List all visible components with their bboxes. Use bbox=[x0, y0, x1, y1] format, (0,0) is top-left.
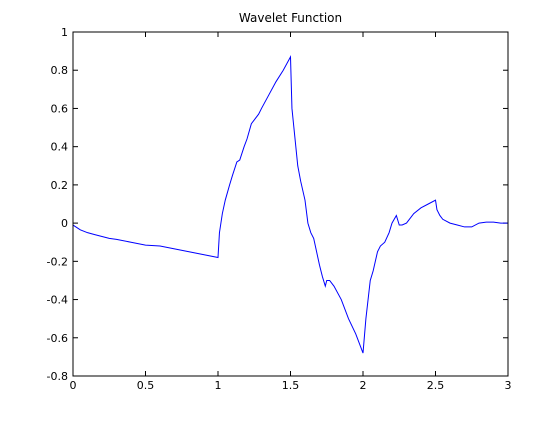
x-tick-label: 2 bbox=[360, 379, 367, 392]
y-tick-label: 0 bbox=[61, 217, 68, 230]
y-tick-label: 0.4 bbox=[51, 141, 69, 154]
x-tick-label: 1.5 bbox=[282, 379, 300, 392]
plot-area-frame bbox=[72, 31, 509, 377]
y-tick-label: 0.6 bbox=[51, 102, 69, 115]
x-tick-label: 2.5 bbox=[427, 379, 445, 392]
x-tick-label: 3 bbox=[505, 379, 512, 392]
y-tick-label: 0.2 bbox=[51, 179, 69, 192]
x-tick-label: 1 bbox=[215, 379, 222, 392]
y-tick-label: -0.4 bbox=[47, 294, 68, 307]
plot-area-background bbox=[73, 32, 508, 376]
y-tick-label: -0.8 bbox=[47, 370, 68, 383]
y-tick-label: -0.6 bbox=[47, 332, 68, 345]
series-line bbox=[72, 54, 508, 354]
x-tick-label: 0 bbox=[70, 379, 77, 392]
y-tick-label: -0.2 bbox=[47, 255, 68, 268]
x-tick-label: 0.5 bbox=[137, 379, 155, 392]
y-tick-label: 1 bbox=[61, 26, 68, 39]
y-tick-label: 0.8 bbox=[51, 64, 69, 77]
chart-title: Wavelet Function bbox=[239, 11, 342, 25]
